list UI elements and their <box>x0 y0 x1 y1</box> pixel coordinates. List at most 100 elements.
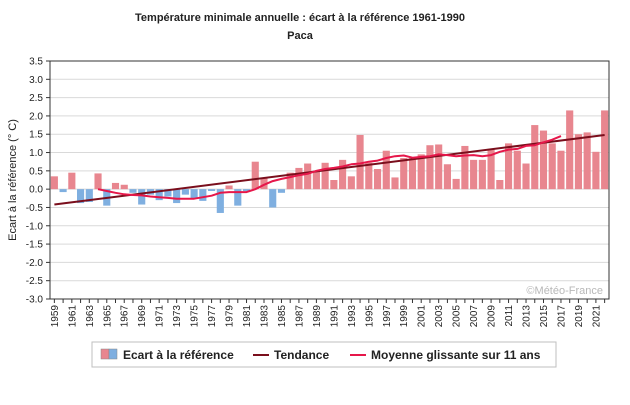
bar <box>487 148 495 190</box>
bar <box>365 162 373 190</box>
bar <box>216 189 224 213</box>
bar <box>522 163 530 190</box>
x-tick-label: 2017 <box>556 305 567 328</box>
x-tick-label: 1991 <box>329 305 340 328</box>
bar <box>391 177 399 190</box>
x-tick-label: 2019 <box>574 305 585 328</box>
legend-bars-label: Ecart à la référence <box>123 348 234 362</box>
bar <box>408 158 417 190</box>
bar <box>68 172 76 190</box>
plot-frame <box>49 60 610 300</box>
x-axis-ticks: 1959 1961 1963 1965 1967 1969 1971 1973 1975 1977… <box>50 299 606 328</box>
legend-negative-swatch <box>108 348 118 360</box>
x-tick-label: 2015 <box>539 305 550 328</box>
y-tick-label: -1.5 <box>26 240 44 251</box>
bar <box>286 172 294 190</box>
bar <box>583 132 591 190</box>
credit-text: ©Météo-France <box>526 285 603 297</box>
x-tick-label: 2013 <box>522 305 533 328</box>
bar <box>251 161 259 190</box>
x-tick-label: 2021 <box>591 305 602 328</box>
x-tick-label: 1967 <box>120 305 131 328</box>
y-tick-label: 3.0 <box>29 75 43 86</box>
bar <box>173 189 181 204</box>
bar <box>111 182 120 190</box>
bar <box>242 189 251 191</box>
moving-average-line <box>97 135 562 200</box>
bar <box>138 189 146 205</box>
x-tick-label: 1973 <box>172 305 183 328</box>
bar <box>330 180 338 190</box>
x-tick-label: 1981 <box>242 305 253 328</box>
bar <box>382 150 390 190</box>
y-tick-label: -1.0 <box>26 221 44 232</box>
x-tick-label: 2005 <box>452 305 463 328</box>
x-tick-label: 2007 <box>469 305 480 328</box>
x-tick-label: 2011 <box>504 305 515 327</box>
bar <box>225 185 233 190</box>
bar <box>85 189 93 202</box>
bar <box>373 169 382 190</box>
y-tick-label: -3.0 <box>26 295 44 306</box>
x-tick-label: 1985 <box>277 305 288 328</box>
bar <box>400 158 408 190</box>
x-tick-label: 1983 <box>259 305 270 328</box>
bar <box>443 164 451 190</box>
x-tick-label: 2003 <box>434 305 445 328</box>
bar <box>94 173 102 190</box>
y-tick-label: -2.5 <box>26 276 44 287</box>
bar <box>592 151 600 190</box>
bar <box>312 171 320 190</box>
bar <box>277 189 286 193</box>
bar <box>50 176 58 190</box>
x-tick-label: 1959 <box>50 305 61 328</box>
y-tick-label: -2.0 <box>26 258 44 269</box>
bar <box>190 189 198 199</box>
x-tick-label: 1969 <box>137 305 148 328</box>
legend-trend-label: Tendance <box>274 348 329 362</box>
bar <box>164 189 172 197</box>
bar <box>504 143 513 190</box>
bar <box>417 154 425 190</box>
bar <box>234 189 242 206</box>
y-tick-label: 2.5 <box>29 93 43 104</box>
x-tick-label: 1977 <box>207 305 218 328</box>
bar <box>260 178 268 190</box>
bar <box>208 189 216 191</box>
bar <box>120 184 128 190</box>
bar <box>181 189 189 195</box>
bar <box>548 143 556 190</box>
legend-box <box>91 341 557 368</box>
bar <box>356 134 364 190</box>
y-tick-label: 2.0 <box>29 111 43 122</box>
bar <box>496 180 504 190</box>
x-tick-label: 1979 <box>225 305 236 328</box>
bar <box>77 189 85 204</box>
x-tick-label: 1971 <box>155 305 166 328</box>
bar <box>347 176 355 190</box>
bar <box>452 178 460 190</box>
y-tick-label: 1.5 <box>29 130 43 141</box>
bar <box>531 125 539 190</box>
legend-moving-average-label: Moyenne glissante sur 11 ans <box>371 348 541 362</box>
bar <box>321 162 329 190</box>
bar <box>557 150 565 190</box>
bar <box>566 110 574 190</box>
bar <box>426 145 434 190</box>
y-axis-ticks: 3.5 3.0 2.5 2.0 1.5 1.0 0.5 0.0 -0.5 -1.0 -1.5 -2.0… <box>26 57 50 306</box>
x-tick-label: 1975 <box>190 305 201 328</box>
x-tick-label: 1989 <box>312 305 323 328</box>
legend-positive-swatch <box>100 348 110 360</box>
bar <box>513 150 521 190</box>
x-tick-label: 1993 <box>347 305 358 328</box>
x-tick-label: 2001 <box>417 305 428 328</box>
bar <box>59 189 67 193</box>
chart-title: Température minimale annuelle : écart à … <box>135 12 465 24</box>
bar <box>269 189 277 208</box>
bar <box>574 134 582 190</box>
bar <box>295 167 303 190</box>
bar <box>539 130 548 190</box>
y-tick-label: 0.5 <box>29 166 43 177</box>
lines <box>54 133 605 206</box>
